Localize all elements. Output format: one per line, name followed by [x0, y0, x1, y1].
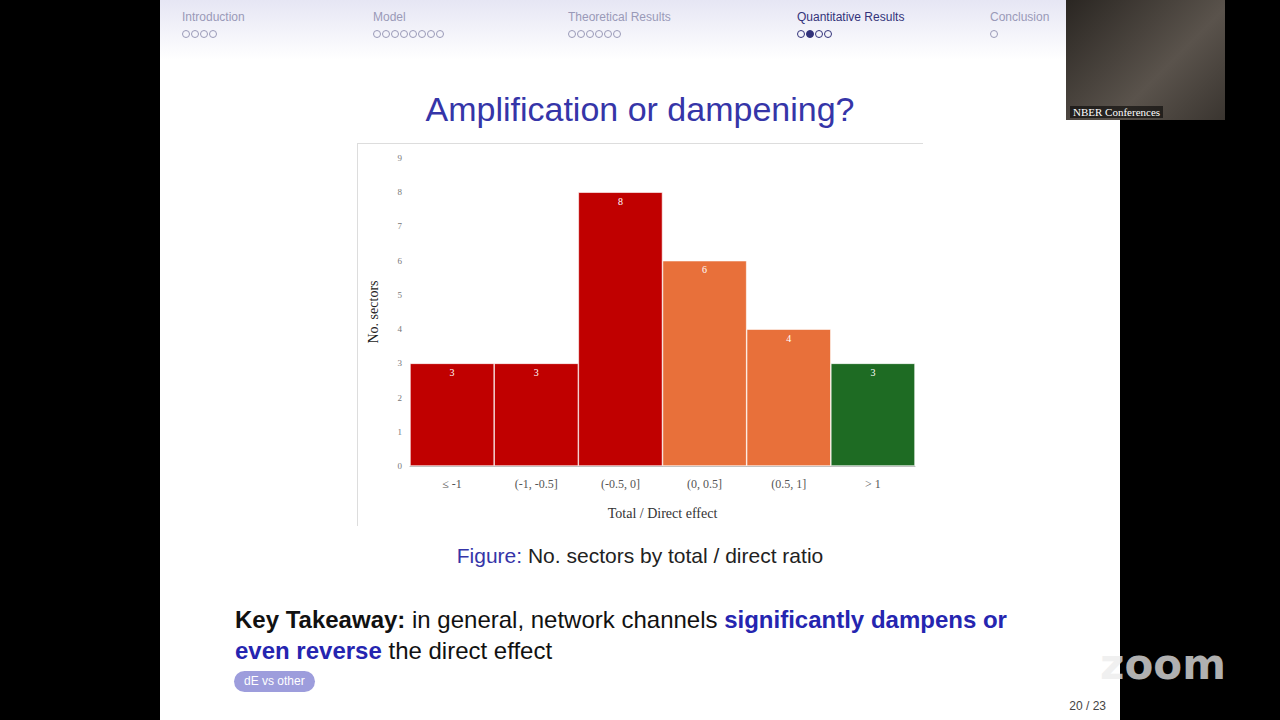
svg-text:1: 1 — [398, 427, 403, 437]
html-text:zoom: zoom — [1100, 640, 1226, 689]
svg-text:8: 8 — [398, 187, 403, 197]
svg-text:8: 8 — [618, 196, 623, 207]
svg-text:4: 4 — [398, 324, 403, 334]
svg-text:Total / Direct effect: Total / Direct effect — [608, 506, 718, 521]
html-text:Quantitative Results: Quantitative Results — [797, 10, 905, 24]
html-text:20 / 23: 20 / 23 — [1069, 699, 1106, 713]
svg-text:7: 7 — [398, 221, 403, 231]
svg-text:(0, 0.5]: (0, 0.5] — [687, 477, 722, 491]
svg-text:No. sectors: No. sectors — [366, 281, 381, 344]
html-text:Amplification or dampening?: Amplification or dampening? — [425, 90, 855, 128]
html-text:dE vs other: dE vs other — [244, 674, 305, 688]
svg-text:3: 3 — [450, 367, 455, 378]
svg-text:(-1, -0.5]: (-1, -0.5] — [515, 477, 558, 491]
svg-text:≤ -1: ≤ -1 — [442, 477, 462, 491]
html-text:Introduction: Introduction — [182, 10, 245, 24]
html-text:Model: Model — [373, 10, 406, 24]
svg-text:3: 3 — [870, 367, 875, 378]
svg-text:5: 5 — [398, 290, 403, 300]
html-text:Conclusion: Conclusion — [990, 10, 1050, 24]
svg-text:4: 4 — [786, 333, 791, 344]
svg-text:6: 6 — [398, 256, 403, 266]
svg-text:3: 3 — [534, 367, 539, 378]
svg-text:6: 6 — [702, 264, 707, 275]
svg-text:> 1: > 1 — [865, 477, 881, 491]
svg-text:(0.5, 1]: (0.5, 1] — [771, 477, 806, 491]
html-text:Key Takeaway: in general, netw: Key Takeaway: in general, network channe… — [235, 606, 1007, 664]
svg-text:3: 3 — [398, 358, 403, 368]
svg-text:9: 9 — [398, 153, 403, 163]
svg-text:2: 2 — [398, 393, 403, 403]
html-text:NBER Conferences: NBER Conferences — [1073, 106, 1161, 118]
html-text:Figure: No. sectors by total /: Figure: No. sectors by total / direct ra… — [456, 544, 824, 567]
svg-text:0: 0 — [398, 461, 403, 471]
svg-text:(-0.5, 0]: (-0.5, 0] — [601, 477, 640, 491]
html-text:Theoretical Results: Theoretical Results — [568, 10, 671, 24]
